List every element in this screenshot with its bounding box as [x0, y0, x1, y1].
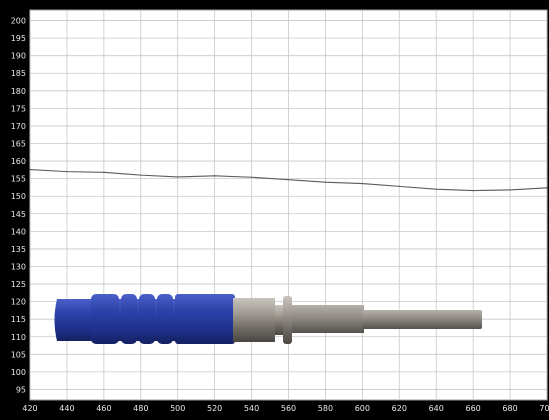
data-point — [287, 179, 290, 181]
y-tick-label: 175 — [11, 104, 26, 113]
x-tick-label: 520 — [207, 404, 222, 413]
data-point — [546, 187, 548, 189]
probe-image — [54, 294, 482, 344]
y-tick-label: 110 — [11, 333, 26, 342]
data-point — [361, 182, 363, 185]
data-point — [140, 174, 142, 176]
probe-body — [292, 305, 364, 333]
y-tick-label: 150 — [11, 192, 26, 201]
y-tick-label: 195 — [11, 34, 26, 43]
y-tick-label: 105 — [11, 350, 26, 359]
x-tick-label: 480 — [133, 404, 148, 413]
y-tick-label: 95 — [16, 385, 26, 394]
data-point — [509, 189, 511, 191]
probe-handle-ring — [175, 294, 235, 344]
probe-handle-ring — [139, 294, 155, 344]
probe-tip — [362, 310, 482, 329]
y-tick-label: 160 — [11, 157, 26, 166]
x-tick-label: 580 — [318, 404, 333, 413]
y-tick-label: 135 — [11, 245, 26, 254]
data-point — [103, 171, 105, 173]
x-tick-label: 500 — [170, 404, 185, 413]
y-tick-label: 140 — [11, 227, 26, 236]
data-point — [29, 168, 31, 171]
y-tick-label: 190 — [11, 52, 26, 61]
x-tick-label: 700 — [539, 404, 549, 413]
y-tick-label: 170 — [11, 122, 26, 131]
data-point — [472, 189, 474, 192]
x-tick-label: 620 — [392, 404, 407, 413]
y-axis: 95 100 105 110 115 120 125 130 135 140 145 150 155 16… — [11, 17, 26, 395]
y-tick-label: 115 — [11, 315, 26, 324]
data-point — [250, 176, 253, 178]
data-point — [398, 185, 400, 187]
x-tick-label: 600 — [355, 404, 370, 413]
y-tick-label: 130 — [11, 262, 26, 271]
x-tick-label: 640 — [429, 404, 444, 413]
y-tick-label: 185 — [11, 69, 26, 78]
data-point — [214, 175, 216, 177]
data-point — [66, 171, 68, 173]
y-tick-label: 155 — [11, 175, 26, 184]
data-point — [177, 176, 179, 178]
x-axis: 420 440 460 480 500 520 540 560 580 600 620 640 660 6… — [22, 404, 549, 413]
y-tick-label: 120 — [11, 298, 26, 307]
y-tick-label: 100 — [11, 368, 26, 377]
data-point — [324, 181, 327, 183]
y-tick-label: 165 — [11, 140, 26, 149]
probe-flange — [283, 296, 292, 344]
data-point — [435, 188, 437, 190]
probe-collar — [275, 305, 283, 335]
x-tick-label: 460 — [96, 404, 111, 413]
y-tick-label: 125 — [11, 280, 26, 289]
y-tick-label: 200 — [11, 17, 26, 26]
grid — [29, 10, 548, 400]
probe-handle-ring — [91, 294, 119, 344]
x-tick-label: 440 — [59, 404, 74, 413]
probe-handle-ring — [121, 294, 137, 344]
x-tick-label: 680 — [502, 404, 517, 413]
x-tick-label: 540 — [244, 404, 259, 413]
y-tick-label: 180 — [11, 87, 26, 96]
x-tick-label: 660 — [466, 404, 481, 413]
y-tick-label: 145 — [11, 210, 26, 219]
x-tick-label: 420 — [22, 404, 37, 413]
probe-handle-ring — [157, 294, 173, 344]
probe-sleeve — [233, 298, 275, 342]
series — [29, 168, 548, 192]
x-tick-label: 560 — [281, 404, 296, 413]
